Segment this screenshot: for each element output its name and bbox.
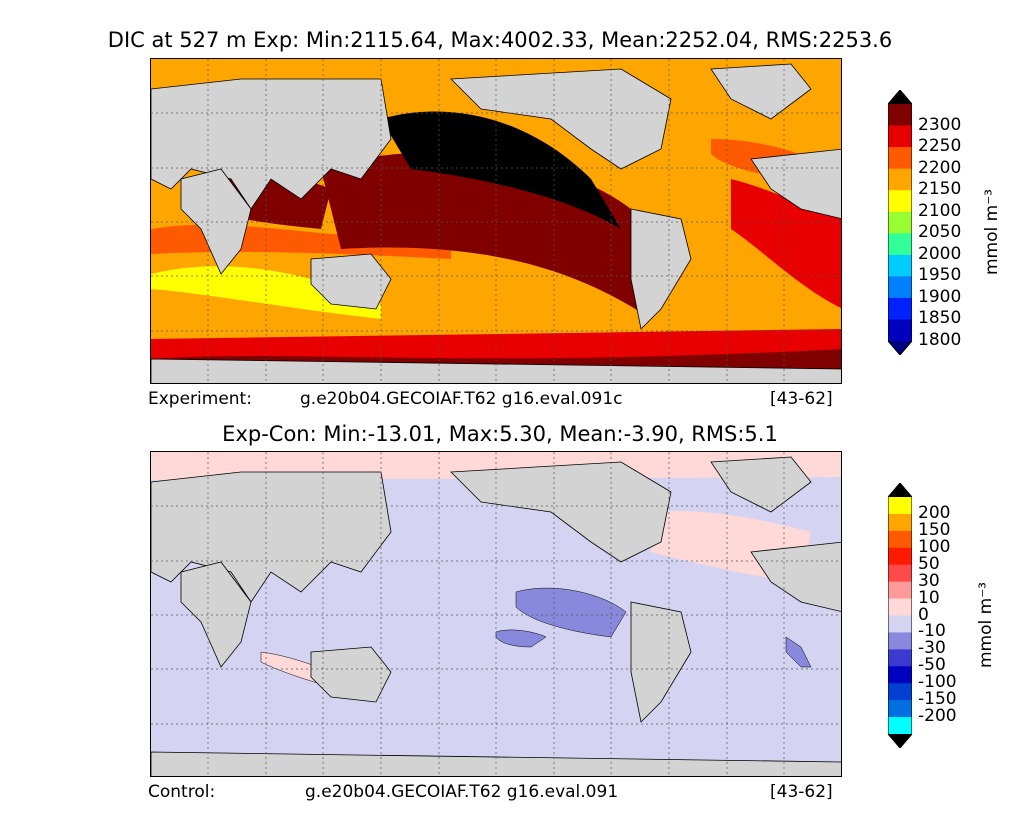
top-colorbar-segment <box>888 254 912 277</box>
bottom-colorbar-tick-label: -100 <box>918 672 957 693</box>
bottom-colorbar-tick-label: 30 <box>918 570 940 591</box>
bottom-colorbar-tick-label: -50 <box>918 655 946 676</box>
eastern-pacific-negative <box>495 629 547 648</box>
continents <box>151 63 841 383</box>
bottom-caption-right: [43-62] <box>770 782 833 802</box>
top-caption-left: Experiment: <box>148 389 252 409</box>
top-colorbar-segment <box>888 190 912 213</box>
bottom-caption-center: g.e20b04.GECOIAF.T62 g16.eval.091 <box>305 782 619 802</box>
eurasia-land <box>151 471 392 603</box>
top-colorbar-segment <box>888 211 912 234</box>
lat-lon-grid <box>151 59 841 383</box>
top-caption-right: [43-62] <box>770 389 833 409</box>
top-colorbar-unit: mmol m⁻³ <box>982 189 1002 275</box>
top-colorbar <box>887 89 913 356</box>
top-colorbar-segment <box>888 125 912 148</box>
bottom-colorbar-segment <box>888 547 912 566</box>
bottom-map-title: Exp-Con: Min:-13.01, Max:5.30, Mean:-3.9… <box>222 422 778 446</box>
bottom-colorbar-segment <box>888 564 912 583</box>
continents <box>151 456 841 776</box>
lat-lon-grid <box>151 452 841 776</box>
top-colorbar-tick-label: 2100 <box>918 200 962 221</box>
north-pacific-max <box>381 111 621 229</box>
top-colorbar-tick-label: 2000 <box>918 243 962 264</box>
top-map-plot <box>150 58 842 384</box>
eurasia-land <box>151 78 392 210</box>
bottom-colorbar-unit: mmol m⁻³ <box>976 582 996 668</box>
bottom-colorbar-segment <box>888 717 912 735</box>
top-colorbar-bottom-arrow <box>888 341 912 355</box>
bottom-colorbar-segment <box>888 530 912 549</box>
greenland-land <box>710 63 812 120</box>
top-colorbar-tick-label: 1900 <box>918 286 962 307</box>
arctic-band <box>151 59 841 84</box>
europe-africa-east-land <box>750 541 841 612</box>
bottom-colorbar-tick-label: -30 <box>918 638 946 659</box>
europe-africa-east-land <box>750 148 841 219</box>
bottom-colorbar <box>887 482 913 749</box>
bottom-colorbar-tick-label: -10 <box>918 621 946 642</box>
bottom-colorbar-segment <box>888 615 912 633</box>
top-colorbar-tick-label: 2150 <box>918 179 962 200</box>
top-colorbar-tick-label: 2200 <box>918 157 962 178</box>
australia-land <box>310 253 392 310</box>
top-colorbar-segment <box>888 276 912 299</box>
top-map-svg <box>151 59 841 383</box>
bottom-colorbar-top-arrow <box>888 483 912 497</box>
greenland-land <box>710 456 812 513</box>
australia-land <box>310 646 392 703</box>
bottom-caption-left: Control: <box>148 782 216 802</box>
south-america-land <box>630 208 692 330</box>
bottom-colorbar-segment <box>888 700 912 718</box>
africa-land <box>180 561 252 668</box>
bottom-colorbar-tick-label: 50 <box>918 553 940 574</box>
top-colorbar-tick-label: 2250 <box>918 136 962 157</box>
bottom-map-svg <box>151 452 841 776</box>
bottom-colorbar-segment <box>888 513 912 532</box>
bottom-colorbar-svg <box>887 482 913 749</box>
top-colorbar-segment <box>888 104 912 127</box>
bottom-colorbar-segment <box>888 581 912 600</box>
bottom-colorbar-bottom-arrow <box>888 734 912 748</box>
north-america-land <box>450 68 672 170</box>
top-colorbar-tick-label: 2050 <box>918 222 962 243</box>
south-atlantic-negative <box>785 636 812 668</box>
bottom-colorbar-tick-label: -150 <box>918 689 957 710</box>
south-america-land <box>630 601 692 723</box>
bottom-map-plot <box>150 451 842 777</box>
top-colorbar-segment <box>888 168 912 191</box>
bottom-colorbar-segment <box>888 649 912 667</box>
top-colorbar-tick-label: 2300 <box>918 114 962 135</box>
bottom-colorbar-tick-label: 150 <box>918 519 951 540</box>
top-colorbar-segment <box>888 297 912 320</box>
top-colorbar-top-arrow <box>888 90 912 104</box>
bottom-colorbar-segment <box>888 598 912 616</box>
top-colorbar-segment <box>888 147 912 170</box>
top-colorbar-segment <box>888 233 912 256</box>
africa-land <box>180 168 252 275</box>
top-colorbar-tick-label: 1850 <box>918 308 962 329</box>
bottom-colorbar-segment <box>888 632 912 650</box>
bottom-colorbar-segment <box>888 497 912 515</box>
bottom-colorbar-segment <box>888 683 912 701</box>
top-colorbar-tick-label: 1950 <box>918 265 962 286</box>
top-colorbar-tick-label: 1800 <box>918 330 962 350</box>
south-indian-ocean-minimum <box>151 266 381 319</box>
bottom-colorbar-tick-label: 10 <box>918 587 940 608</box>
bottom-colorbar-tick-label: 200 <box>918 502 951 523</box>
top-colorbar-segment <box>888 319 912 342</box>
bottom-colorbar-tick-label: -200 <box>918 706 957 727</box>
top-caption-center: g.e20b04.GECOIAF.T62 g16.eval.091c <box>300 389 623 409</box>
top-map-title: DIC at 527 m Exp: Min:2115.64, Max:4002.… <box>107 28 893 52</box>
north-america-land <box>450 461 672 563</box>
top-colorbar-svg <box>887 89 913 356</box>
bottom-colorbar-tick-label: 0 <box>918 604 929 625</box>
bottom-colorbar-tick-label: 100 <box>918 536 951 557</box>
bottom-colorbar-segment <box>888 666 912 684</box>
